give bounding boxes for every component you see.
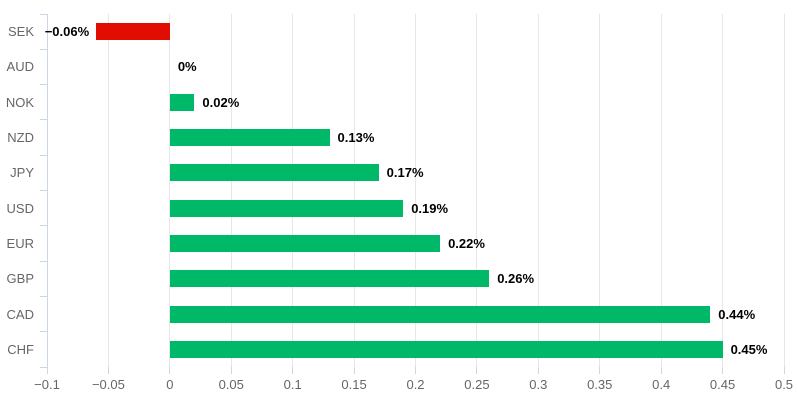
gridline: [722, 14, 724, 367]
value-label-jpy: 0.17%: [386, 165, 424, 181]
bar-nok[interactable]: [169, 93, 195, 111]
bar-nzd[interactable]: [169, 129, 330, 147]
x-axis-tick-label: 0.15: [341, 377, 367, 392]
category-label-eur: EUR: [6, 235, 34, 251]
y-axis-tick: [40, 190, 47, 191]
gridline: [476, 14, 478, 367]
category-label-gbp: GBP: [6, 271, 34, 287]
x-axis-tick-label: 0.35: [587, 377, 613, 392]
gridline: [537, 14, 539, 367]
x-axis-tick-label: 0.25: [464, 377, 490, 392]
gridline: [599, 14, 601, 367]
value-label-sek: −0.06%: [44, 24, 90, 40]
y-axis-tick: [40, 260, 47, 262]
gridline: [230, 14, 232, 367]
x-axis-tick: [107, 367, 109, 374]
bar-sek[interactable]: [96, 23, 170, 41]
x-axis-tick: [537, 367, 539, 374]
x-axis-tick-label: 0.5: [774, 377, 794, 392]
bar-cad[interactable]: [169, 305, 711, 323]
x-axis-tick: [415, 367, 416, 374]
x-axis-tick-label: 0.2: [406, 377, 425, 392]
category-label-chf: CHF: [7, 341, 34, 357]
gridline: [292, 14, 294, 367]
gridline: [169, 14, 171, 367]
category-label-sek: SEK: [7, 24, 34, 40]
x-axis-tick: [46, 367, 48, 374]
x-axis-tick: [353, 367, 355, 374]
value-label-nzd: 0.13%: [337, 130, 375, 146]
y-axis-tick: [40, 154, 47, 156]
y-axis-tick: [40, 295, 47, 297]
bar-chf[interactable]: [169, 340, 723, 358]
category-label-aud: AUD: [6, 59, 34, 75]
gridline: [660, 14, 662, 367]
category-label-jpy: JPY: [10, 165, 34, 181]
y-axis-tick: [40, 13, 47, 15]
y-axis-tick: [40, 119, 47, 121]
x-axis-tick: [230, 367, 232, 374]
bar-usd[interactable]: [169, 199, 404, 217]
value-label-usd: 0.19%: [411, 200, 449, 216]
bar-jpy[interactable]: [169, 164, 379, 182]
value-label-aud: 0%: [177, 59, 197, 75]
x-axis-tick: [599, 367, 601, 374]
y-axis-tick: [40, 366, 47, 368]
y-axis-tick: [40, 225, 47, 227]
category-label-usd: USD: [6, 200, 34, 216]
x-axis-tick: [660, 367, 662, 374]
category-label-nok: NOK: [5, 94, 34, 110]
value-label-nok: 0.02%: [202, 94, 240, 110]
gridline: [107, 14, 109, 367]
category-label-cad: CAD: [6, 306, 34, 322]
x-axis-tick-label: 0.45: [709, 377, 736, 392]
category-label-nzd: NZD: [7, 130, 34, 146]
gridline: [415, 14, 416, 367]
bar-gbp[interactable]: [169, 270, 490, 288]
x-axis-tick-label: 0.1: [283, 377, 302, 392]
x-axis-tick: [169, 367, 171, 374]
value-label-chf: 0.45%: [730, 341, 768, 357]
bar-eur[interactable]: [169, 234, 441, 252]
x-axis-tick: [722, 367, 724, 374]
x-axis-tick-label: −0.05: [91, 377, 125, 392]
y-axis-tick: [40, 84, 47, 86]
x-axis-tick: [783, 367, 785, 374]
x-axis-tick: [292, 367, 294, 374]
category-axis-line: [46, 14, 48, 367]
x-axis-tick-label: 0: [166, 377, 174, 392]
value-label-cad: 0.44%: [718, 306, 756, 322]
x-axis-tick-label: 0.3: [529, 377, 548, 392]
value-label-eur: 0.22%: [448, 235, 485, 251]
y-axis-tick: [40, 331, 47, 333]
gridline: [783, 14, 785, 367]
value-label-gbp: 0.26%: [497, 271, 535, 287]
x-axis-tick: [476, 367, 478, 374]
x-axis-tick-label: −0.1: [34, 377, 60, 392]
x-axis-tick-label: 0.05: [218, 377, 244, 392]
x-axis-tick-label: 0.4: [652, 377, 671, 392]
y-axis-tick: [40, 48, 47, 50]
gridline: [353, 14, 355, 367]
